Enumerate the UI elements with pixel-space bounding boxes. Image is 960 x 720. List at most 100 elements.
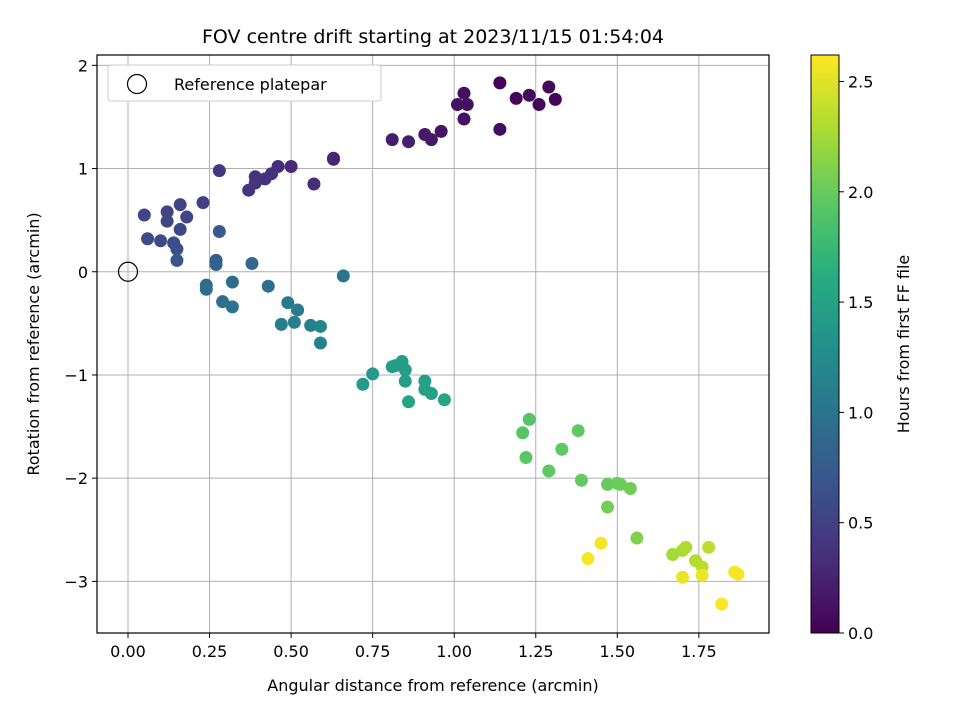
x-tick-label: 0.75 [355,642,391,661]
colorbar-tick-label: 0.0 [848,624,873,643]
data-point [509,91,523,105]
data-point [731,567,745,581]
data-point [170,253,184,267]
colorbar-tick-label: 0.5 [848,514,873,533]
data-point [212,224,226,238]
data-point [160,214,174,228]
data-points [137,76,745,611]
y-tick-label: −3 [64,572,88,591]
y-axis-ticks: −3 −2 −1 0 1 2 [64,56,97,591]
colorbar-tick-label: 2.5 [848,72,873,91]
data-point [493,122,507,136]
data-point [196,196,210,210]
y-tick-label: 2 [78,56,88,75]
data-point [542,464,556,478]
data-point [281,296,295,310]
data-point [141,232,155,246]
legend: Reference platepar [107,64,382,102]
data-point [209,258,223,272]
data-point [601,500,615,514]
data-point [356,377,370,391]
data-point [437,393,451,407]
y-tick-label: 1 [78,160,88,179]
x-tick-label: 0.50 [273,642,309,661]
colorbar: 0.0 0.5 1.0 1.5 2.0 2.5 Hours from first FF f… [810,54,913,643]
data-point [225,275,239,289]
data-point [574,473,588,487]
data-point [242,183,256,197]
data-point [398,363,412,377]
x-tick-label: 0.00 [110,642,146,661]
grid-lines [97,55,769,633]
data-point [313,336,327,350]
data-point [173,222,187,236]
data-point [199,282,213,296]
colorbar-tick-label: 2.0 [848,183,873,202]
data-point [274,317,288,331]
colorbar-tick-label: 1.0 [848,403,873,422]
data-point [385,133,399,147]
chart-title: FOV centre drift starting at 2023/11/15 … [202,26,664,48]
data-point [137,208,151,222]
data-point [460,98,474,112]
colorbar-ticks: 0.0 0.5 1.0 1.5 2.0 2.5 [839,72,873,643]
data-point [424,133,438,147]
data-point [424,387,438,401]
data-point [402,395,416,409]
data-point [516,426,530,440]
data-point [398,374,412,388]
data-point [336,269,350,283]
data-point [154,234,168,248]
data-point [402,135,416,149]
data-point [666,548,680,562]
data-point [522,412,536,426]
colorbar-tick-label: 1.5 [848,293,873,312]
data-point [630,531,644,545]
data-point [245,256,259,270]
data-point [284,159,298,173]
data-point [291,303,305,317]
data-point [548,92,562,106]
data-point [555,442,569,456]
data-point [522,88,536,102]
x-axis-ticks: 0.00 0.25 0.50 0.75 1.00 1.25 1.50 1.75 [110,633,717,661]
data-point [532,98,546,112]
data-point [571,424,585,438]
data-point [258,172,272,186]
data-point [287,315,301,329]
data-point [519,451,533,465]
x-tick-label: 0.25 [192,642,228,661]
data-point [216,295,230,309]
data-point [457,86,471,100]
data-point [450,98,464,112]
reference-platepar-marker [117,261,139,282]
x-tick-label: 1.75 [681,642,717,661]
legend-box [107,64,382,102]
y-axis-label: Rotation from reference (arcmin) [24,212,43,475]
legend-marker-reference [126,73,148,95]
data-point [594,536,608,550]
legend-label: Reference platepar [174,75,327,94]
data-point [702,540,716,554]
data-point [313,319,327,333]
data-point [695,568,709,582]
data-point [170,242,184,256]
data-point [581,552,595,566]
data-point [225,300,239,314]
data-point [434,124,448,138]
data-point [327,151,341,165]
y-tick-label: −2 [64,469,88,488]
y-tick-label: 0 [78,263,88,282]
data-point [542,80,556,94]
data-point [212,164,226,178]
x-tick-label: 1.50 [599,642,635,661]
data-point [457,112,471,126]
data-point [307,177,321,191]
data-point [261,279,275,293]
colorbar-gradient [810,54,840,634]
colorbar-label: Hours from first FF file [894,255,913,434]
data-point [676,570,690,584]
data-point [160,205,174,219]
data-point [623,482,637,495]
